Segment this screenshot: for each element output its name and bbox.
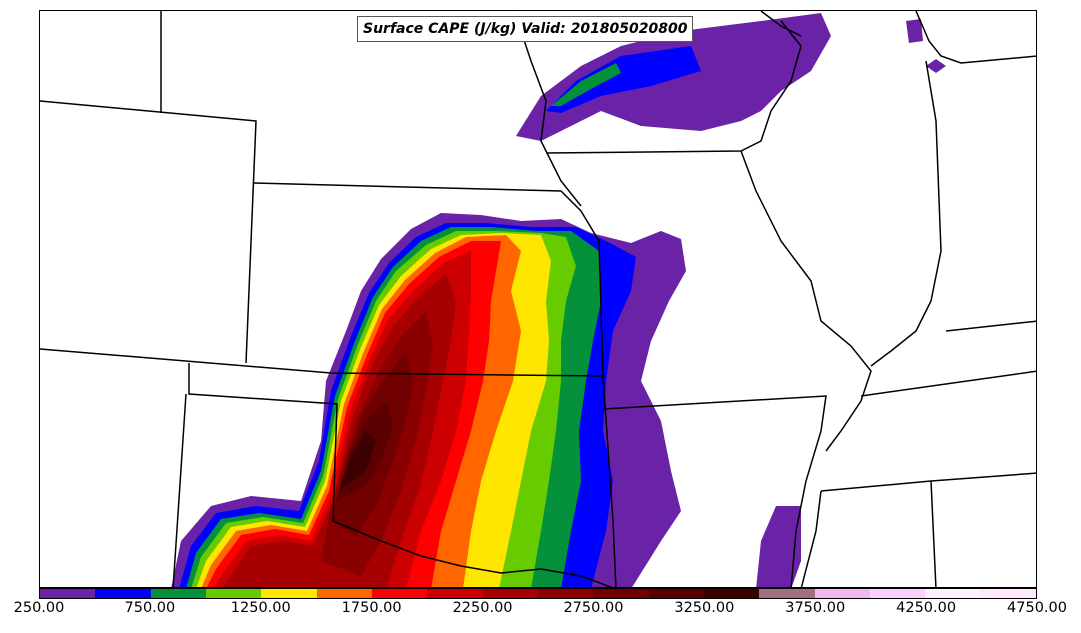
colorbar-segment — [95, 589, 151, 598]
cape-contour-750-n — [546, 46, 701, 113]
colorbar-tick-label: 3750.00 — [785, 600, 846, 616]
colorbar-tick-label: 4750.00 — [1007, 600, 1067, 616]
boundary-line — [188, 363, 613, 587]
map-title: Surface CAPE (J/kg) Valid: 201805020800 — [357, 16, 694, 42]
state-boundaries — [40, 11, 1036, 587]
colorbar-tick-label: 1250.00 — [230, 600, 291, 616]
colorbar-segment — [648, 589, 704, 598]
cape-contour-3500 — [339, 431, 376, 491]
boundary-line — [860, 370, 1036, 397]
boundary-line — [172, 393, 187, 587]
colorbar-segment — [150, 589, 206, 598]
colorbar-tick-label: 2750.00 — [563, 600, 624, 616]
boundary-line — [740, 150, 872, 452]
boundary-line — [930, 480, 937, 587]
boundary-line — [40, 100, 257, 364]
colorbar-segment — [371, 589, 428, 598]
boundary-line — [915, 11, 1036, 64]
colorbar-segment — [40, 589, 96, 598]
colorbar-segment — [537, 589, 594, 598]
colorbar-segment — [703, 589, 760, 598]
colorbar-segment — [261, 589, 317, 598]
colorbar-segment — [980, 589, 1036, 598]
boundary-line — [945, 320, 1036, 332]
colorbar-tick-label: 750.00 — [124, 600, 176, 616]
colorbar-segment — [759, 589, 815, 598]
map-panel: Surface CAPE (J/kg) Valid: 201805020800 — [39, 10, 1037, 588]
boundary-line — [800, 490, 822, 587]
colorbar-tick-label: 1750.00 — [341, 600, 402, 616]
colorbar-tick-label: 4250.00 — [896, 600, 957, 616]
cape-contour-250-nw — [906, 19, 923, 43]
cape-map — [40, 11, 1036, 587]
colorbar-tick-label: 3250.00 — [674, 600, 735, 616]
colorbar-segment — [925, 589, 981, 598]
boundary-line — [602, 395, 827, 587]
cape-contour-1000-n — [551, 63, 621, 106]
colorbar-segment — [482, 589, 538, 598]
boundary-line — [40, 348, 604, 377]
colorbar-segment — [869, 589, 926, 598]
boundary-line — [515, 15, 582, 207]
colorbar-tick-label: 2250.00 — [452, 600, 513, 616]
cape-contours — [171, 13, 946, 587]
colorbar-segment — [814, 589, 870, 598]
cape-contour-250-se — [756, 506, 801, 587]
colorbar-tick-label: 250.00 — [13, 600, 65, 616]
colorbar — [39, 588, 1037, 599]
boundary-line — [252, 182, 617, 587]
cape-contour-250-ne — [926, 59, 946, 73]
colorbar-segment — [593, 589, 649, 598]
boundary-line — [760, 11, 802, 37]
boundary-line — [870, 60, 942, 367]
colorbar-tick-labels: 250.00 750.00 1250.00 1750.00 2250.00 2750.00… — [0, 600, 1081, 624]
boundary-line — [820, 472, 1036, 492]
colorbar-segment — [205, 589, 262, 598]
colorbar-segment — [427, 589, 483, 598]
colorbar-segment — [316, 589, 372, 598]
